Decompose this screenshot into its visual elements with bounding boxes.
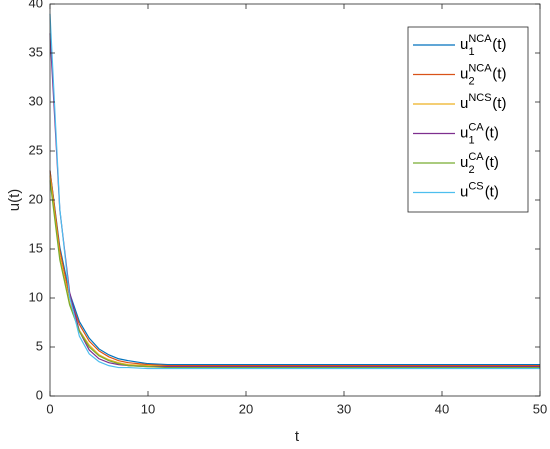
y-tick-label: 25 [29, 142, 43, 157]
legend-name: u [460, 124, 468, 141]
x-tick-label: 50 [533, 401, 547, 416]
legend-suffix: (t) [492, 65, 506, 82]
y-tick-label: 20 [29, 191, 43, 206]
legend-sup: NCA [468, 62, 492, 74]
legend-sup: CS [468, 180, 483, 192]
legend-label: uNCA 1 (t) [460, 33, 506, 58]
y-tick-label: 35 [29, 44, 43, 59]
y-tick-label: 40 [29, 0, 43, 10]
legend-suffix: (t) [492, 36, 506, 53]
legend-sup: CA [468, 121, 484, 133]
legend-label: uCS(t) [460, 180, 499, 200]
legend-suffix: (t) [485, 183, 499, 200]
legend-sup: NCA [468, 33, 492, 45]
y-tick-label: 10 [29, 289, 43, 304]
legend-name: u [460, 154, 468, 171]
legend-sub: 2 [469, 75, 475, 87]
legend-name: u [460, 95, 468, 112]
legend-box [407, 26, 529, 213]
y-tick-label: 15 [29, 240, 43, 255]
legend-suffix: (t) [485, 154, 499, 171]
x-axis-label: t [295, 428, 300, 445]
legend-sup: NCS [468, 92, 491, 104]
x-tick-label: 40 [435, 401, 449, 416]
legend-name: u [460, 65, 468, 82]
legend-sub: 2 [469, 164, 475, 176]
y-axis-label: u(t) [6, 189, 23, 212]
legend-name: u [460, 183, 468, 200]
legend-label: uCA 2 (t) [460, 151, 499, 176]
x-tick-label: 30 [337, 401, 351, 416]
legend-suffix: (t) [485, 124, 499, 141]
y-tick-label: 0 [36, 387, 43, 402]
legend-sub: 1 [469, 134, 475, 146]
legend-label: uNCA 2 (t) [460, 62, 506, 87]
y-tick-label: 5 [36, 338, 43, 353]
legend-label: uCA 1 (t) [460, 121, 499, 146]
y-tick-label: 30 [29, 93, 43, 108]
x-tick-label: 10 [141, 401, 155, 416]
data-line [49, 13, 540, 370]
legend-suffix: (t) [492, 95, 506, 112]
x-tick-label: 20 [239, 401, 253, 416]
legend-sup: CA [468, 151, 484, 163]
x-tick-label: 0 [46, 401, 53, 416]
data-line [49, 170, 540, 366]
legend-name: u [460, 36, 468, 53]
legend-sub: 1 [469, 46, 475, 58]
legend: uNCA 1 (t)uNCA 2 (t)uNCS(t)uCA 1 (t)uCA 2 (t)uCS… [407, 26, 529, 213]
legend-label: uNCS(t) [460, 92, 506, 112]
